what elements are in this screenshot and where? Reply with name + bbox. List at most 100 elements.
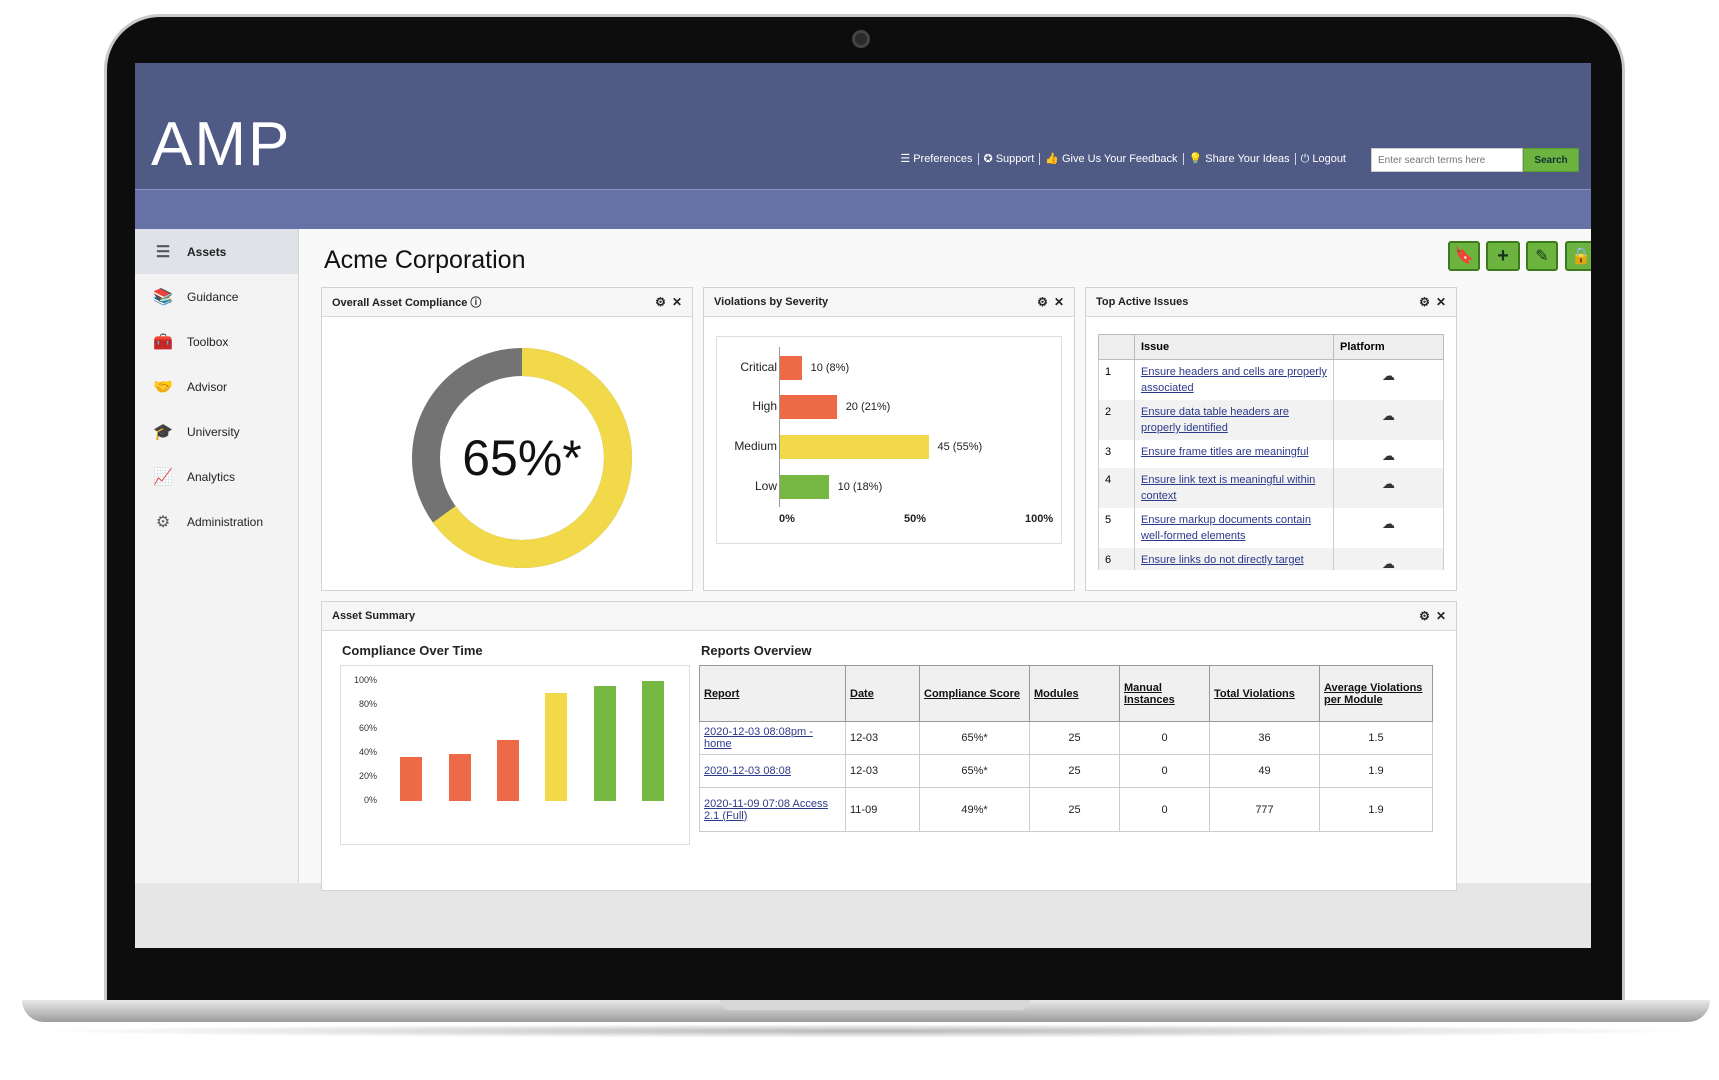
donut-fill-arc — [412, 348, 632, 568]
close-icon[interactable]: ✕ — [1435, 295, 1446, 309]
cot-bar[interactable] — [593, 685, 616, 801]
logout-link[interactable]: ⏻ Logout — [1300, 153, 1346, 165]
gear-icon[interactable]: ⚙ — [1419, 609, 1430, 623]
bookmark-button[interactable]: 🔖 — [1448, 241, 1480, 271]
report-link[interactable]: 2020-12-03 08:08pm - home — [704, 726, 813, 750]
issue-link[interactable]: Ensure frame titles are meaningful — [1141, 446, 1309, 458]
column-header-date[interactable]: Date — [845, 665, 920, 722]
severity-value-label: 10 (8%) — [810, 362, 850, 374]
issue-link[interactable]: Ensure markup documents contain well-for… — [1141, 514, 1311, 542]
thumbs-up-icon: 👍 — [1045, 153, 1059, 165]
severity-bar[interactable] — [780, 435, 929, 459]
cot-bar[interactable] — [496, 739, 519, 801]
gear-icon[interactable]: ⚙ — [1419, 295, 1430, 309]
cloud-icon: ☁ — [1382, 408, 1395, 423]
panel-title: Overall Asset Compliance — [332, 297, 468, 309]
reports-overview-title: Reports Overview — [701, 643, 812, 658]
amp-logo[interactable]: AMP — [151, 110, 292, 179]
column-header-avg-violations[interactable]: Average Violations per Module — [1319, 665, 1433, 722]
ideas-link[interactable]: 💡 Share Your Ideas — [1184, 153, 1296, 165]
edit-button[interactable]: ✎ — [1526, 241, 1558, 271]
panel-title: Top Active Issues — [1096, 296, 1189, 308]
severity-chart: Critical 10 (8%) High 20 (21%) Medium 45 (55%… — [716, 336, 1062, 544]
preferences-link[interactable]: ☰ Preferences — [895, 153, 979, 165]
severity-category-label: High — [752, 399, 777, 413]
support-link[interactable]: ✪ Support — [979, 153, 1041, 165]
sidebar-item-advisor[interactable]: 🤝 Advisor — [153, 378, 228, 396]
sidebar-item-guidance[interactable]: 📚 Guidance — [153, 288, 239, 306]
search-button[interactable]: Search — [1523, 148, 1579, 172]
panel-title: Violations by Severity — [714, 296, 829, 308]
severity-category-label: Critical — [740, 360, 777, 374]
cot-y-tick: 20% — [358, 771, 377, 781]
severity-x-tick: 100% — [1025, 513, 1054, 525]
sidebar-item-toolbox[interactable]: 🧰 Toolbox — [153, 333, 229, 351]
severity-x-tick: 0% — [779, 513, 795, 525]
asset-summary-panel: Asset Summary ⚙ ✕ Compliance Over Time 10… — [321, 601, 1457, 891]
severity-bar[interactable] — [780, 356, 802, 380]
column-header-compliance-score[interactable]: Compliance Score — [919, 665, 1030, 722]
issue-link[interactable]: Ensure links do not directly target — [1141, 554, 1304, 566]
lock-button[interactable]: 🔒 — [1565, 241, 1591, 271]
lock-icon: 🔒 — [1571, 248, 1591, 265]
add-button[interactable]: + — [1486, 241, 1520, 271]
books-icon: 📚 — [153, 288, 173, 306]
column-header-modules[interactable]: Modules — [1029, 665, 1120, 722]
table-row: 1 Ensure headers and cells are properly a… — [1098, 359, 1444, 400]
column-header-report[interactable]: Report — [699, 665, 846, 722]
cot-y-tick: 100% — [353, 675, 377, 685]
main-content: Acme Corporation 🔖 + ✎ 🔒 Overall Asset C… — [299, 229, 1591, 891]
panel-header: Violations by Severity ⚙ ✕ — [704, 288, 1074, 317]
severity-value-label: 10 (18%) — [837, 481, 883, 493]
cot-bar[interactable] — [448, 754, 471, 801]
table-row: 4 Ensure link text is meaningful within c… — [1098, 468, 1444, 508]
gear-icon[interactable]: ⚙ — [1037, 295, 1048, 309]
cot-bar[interactable] — [545, 693, 568, 801]
sidebar-item-assets[interactable]: ☰ Assets — [135, 229, 298, 274]
laptop-base — [22, 1000, 1710, 1022]
feedback-link[interactable]: 👍 Give Us Your Feedback — [1040, 153, 1184, 165]
report-link[interactable]: 2020-11-09 07:08 Access 2.1 (Full) — [704, 797, 828, 822]
severity-bar[interactable] — [780, 395, 837, 419]
issue-link[interactable]: Ensure headers and cells are properly as… — [1141, 366, 1327, 394]
pencil-icon: ✎ — [1535, 248, 1549, 265]
page-title: Acme Corporation — [324, 246, 526, 274]
severity-bar[interactable] — [780, 475, 829, 499]
close-icon[interactable]: ✕ — [1053, 295, 1064, 309]
column-header-total-violations[interactable]: Total Violations — [1209, 665, 1320, 722]
chart-icon: 📈 — [153, 468, 173, 486]
cloud-icon: ☁ — [1382, 516, 1395, 531]
cot-bar[interactable] — [641, 681, 664, 801]
laptop-shadow — [22, 1024, 1710, 1038]
column-header-manual-instances[interactable]: Manual Instances — [1119, 665, 1210, 722]
cloud-icon: ☁ — [1382, 368, 1395, 383]
info-icon[interactable]: ⓘ — [470, 297, 482, 309]
close-icon[interactable]: ✕ — [1435, 609, 1446, 623]
column-header-platform[interactable]: Platform — [1333, 334, 1444, 360]
search-input[interactable] — [1371, 148, 1523, 172]
close-icon[interactable]: ✕ — [671, 295, 682, 309]
column-header-issue[interactable]: Issue — [1134, 334, 1334, 360]
plus-icon: + — [1497, 244, 1509, 267]
report-link[interactable]: 2020-12-03 08:08 — [704, 765, 791, 777]
issue-link[interactable]: Ensure link text is meaningful within co… — [1141, 474, 1316, 502]
cot-bar[interactable] — [400, 756, 423, 801]
issues-panel: Top Active Issues ⚙ ✕ Issue Platform 1 Ens… — [1085, 287, 1457, 591]
handshake-icon: 🤝 — [153, 378, 173, 396]
severity-value-label: 20 (21%) — [845, 401, 891, 413]
sidebar-item-administration[interactable]: ⚙ Administration — [135, 499, 298, 544]
sidebar-item-analytics[interactable]: 📈 Analytics — [153, 468, 236, 486]
toolbox-icon: 🧰 — [153, 333, 173, 351]
lightbulb-icon: 💡 — [1188, 153, 1203, 165]
panel-title: Asset Summary — [332, 610, 416, 622]
table-row: 2020-11-09 07:08 Access 2.1 (Full) 11-09… — [699, 787, 1433, 832]
sidebar-item-university[interactable]: 🎓 University — [153, 423, 240, 441]
severity-category-label: Medium — [734, 439, 777, 453]
panel-header: Asset Summary ⚙ ✕ — [322, 602, 1456, 631]
issue-link[interactable]: Ensure data table headers are properly i… — [1141, 406, 1289, 434]
table-row: 2 Ensure data table headers are properly … — [1098, 400, 1444, 440]
screen: AMP ☰ Preferences ✪ Support 👍 Give Us Your … — [135, 63, 1591, 948]
power-icon: ⏻ — [1300, 153, 1310, 165]
panel-header: Top Active Issues ⚙ ✕ — [1086, 288, 1456, 317]
gear-icon[interactable]: ⚙ — [655, 295, 666, 309]
